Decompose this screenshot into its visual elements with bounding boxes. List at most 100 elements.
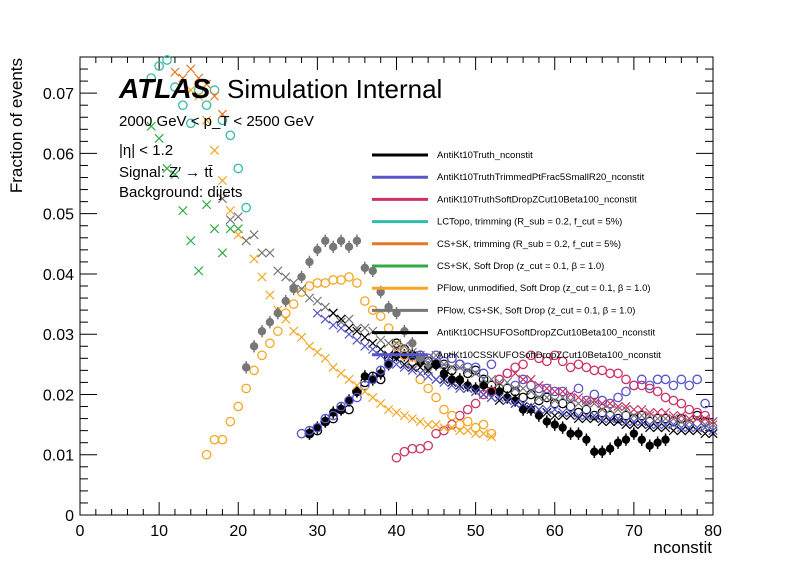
data-point bbox=[550, 395, 560, 406]
data-point bbox=[312, 308, 322, 318]
data-point bbox=[423, 440, 433, 451]
data-point bbox=[368, 392, 378, 403]
data-point bbox=[661, 435, 670, 444]
data-point bbox=[494, 377, 504, 388]
data-point bbox=[439, 359, 449, 369]
data-point bbox=[692, 426, 702, 436]
data-point bbox=[478, 419, 489, 430]
data-point bbox=[518, 374, 528, 385]
data-point bbox=[660, 422, 671, 433]
data-point bbox=[383, 404, 394, 415]
data-point bbox=[170, 169, 180, 180]
legend-label: AntiKt10CSSKUFOSoftDropZCut10Beta100_nco… bbox=[437, 350, 661, 361]
data-point bbox=[486, 392, 497, 403]
data-point bbox=[549, 350, 560, 361]
data-point bbox=[478, 374, 489, 385]
legend-label: AntiKt10Truth_nconstit bbox=[437, 150, 533, 161]
data-point bbox=[581, 398, 592, 409]
data-point bbox=[265, 290, 275, 300]
data-point bbox=[313, 245, 322, 255]
x-tick-label: 70 bbox=[625, 523, 643, 540]
data-point bbox=[328, 308, 338, 318]
data-point bbox=[217, 434, 228, 445]
data-point bbox=[344, 374, 354, 385]
data-point bbox=[700, 422, 710, 433]
data-point bbox=[312, 347, 322, 357]
data-point bbox=[170, 67, 180, 77]
legend-label: CS+SK, trimming (R_sub = 0.2, f_cut = 5%… bbox=[437, 239, 621, 250]
data-point bbox=[455, 375, 464, 384]
data-point bbox=[708, 426, 718, 436]
data-point bbox=[526, 401, 536, 412]
data-point bbox=[550, 404, 560, 415]
data-point bbox=[573, 410, 584, 421]
data-point bbox=[637, 435, 646, 444]
y-tick-label: 0.01 bbox=[43, 448, 74, 465]
data-point bbox=[391, 359, 402, 369]
data-point bbox=[391, 338, 402, 348]
data-point bbox=[652, 419, 663, 430]
atlas-logo: ATLAS bbox=[118, 73, 211, 104]
data-point bbox=[621, 374, 631, 385]
data-point bbox=[692, 374, 703, 385]
data-point bbox=[447, 410, 457, 421]
y-tick-label: 0.05 bbox=[43, 207, 74, 224]
data-point bbox=[423, 419, 433, 430]
data-point bbox=[281, 296, 290, 306]
data-point bbox=[265, 317, 275, 327]
data-point bbox=[494, 392, 504, 403]
data-point bbox=[447, 380, 457, 391]
data-point bbox=[645, 407, 655, 418]
data-point bbox=[708, 416, 718, 427]
data-point bbox=[439, 369, 449, 378]
data-point bbox=[312, 422, 323, 433]
data-point bbox=[660, 374, 671, 385]
data-point bbox=[462, 404, 473, 415]
data-point bbox=[597, 416, 607, 427]
data-point bbox=[565, 392, 576, 403]
data-point bbox=[660, 407, 671, 418]
data-point bbox=[360, 263, 370, 273]
data-point bbox=[542, 407, 552, 418]
data-point bbox=[217, 193, 228, 204]
data-point bbox=[645, 410, 655, 421]
data-point bbox=[598, 447, 607, 456]
data-point bbox=[170, 82, 180, 92]
data-point bbox=[201, 115, 212, 125]
data-point bbox=[645, 422, 655, 433]
data-point bbox=[502, 377, 512, 388]
data-point bbox=[336, 236, 346, 246]
data-point bbox=[217, 115, 228, 126]
data-point bbox=[668, 380, 679, 391]
data-point bbox=[478, 429, 489, 439]
data-point bbox=[439, 377, 449, 388]
legend-label: PFlow, CS+SK, Soft Drop (z_cut = 0.1, β … bbox=[437, 305, 635, 316]
data-point bbox=[597, 398, 607, 409]
data-point bbox=[621, 404, 631, 415]
atlas-label-text: Simulation Internal bbox=[227, 74, 442, 104]
data-point bbox=[518, 401, 528, 412]
data-point bbox=[352, 278, 362, 288]
data-point bbox=[447, 422, 457, 433]
data-point bbox=[241, 363, 251, 372]
data-point bbox=[431, 392, 441, 403]
data-point bbox=[574, 429, 583, 438]
data-point bbox=[518, 359, 528, 370]
x-tick-label: 20 bbox=[229, 523, 247, 540]
data-point bbox=[652, 386, 663, 397]
legend-label: PFlow, unmodified, Soft Drop (z_cut = 0.… bbox=[437, 283, 651, 294]
data-point bbox=[534, 404, 544, 415]
data-point bbox=[233, 230, 243, 240]
data-point bbox=[375, 365, 386, 376]
data-point bbox=[581, 410, 592, 421]
data-point bbox=[359, 380, 370, 391]
data-point bbox=[241, 383, 252, 394]
data-point bbox=[455, 362, 465, 372]
data-point bbox=[621, 386, 631, 397]
data-point bbox=[344, 329, 354, 339]
legend-label: AntiKt10CHSUFOSoftDropZCut10Beta100_ncon… bbox=[437, 328, 655, 339]
data-point bbox=[621, 416, 631, 427]
data-point bbox=[217, 248, 228, 258]
data-point bbox=[486, 359, 497, 370]
